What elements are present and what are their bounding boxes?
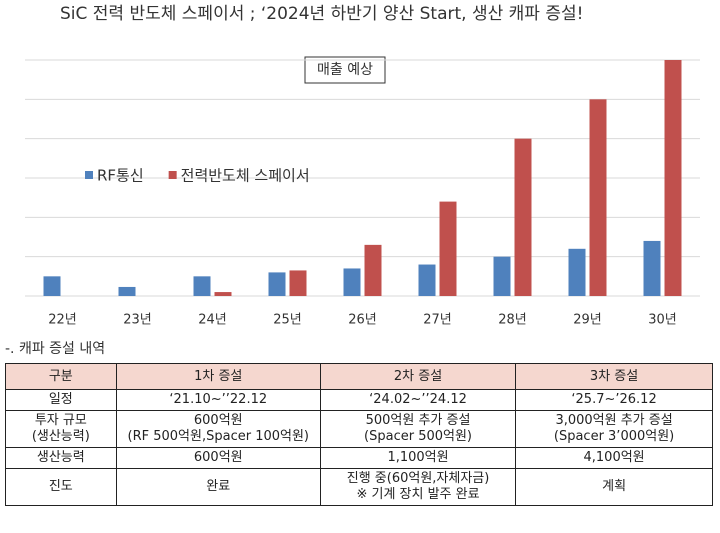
legend-label: 전력반도체 스페이서 — [181, 167, 310, 185]
table-row: 생산능력 600억원 1,100억원 4,100억원 — [5, 447, 713, 469]
header-cell: 2차 증설 — [319, 363, 517, 390]
table-row: 진도 완료 진행 중(60억원,자체자금) ※ 기계 장치 발주 완료 계획 — [5, 468, 713, 506]
legend-swatch — [85, 171, 93, 179]
bar — [418, 264, 436, 296]
table-cell: 생산능력 — [5, 447, 117, 469]
x-tick-label: 25년 — [273, 313, 302, 328]
header-cell: 3차 증설 — [515, 363, 713, 390]
x-tick-label: 24년 — [198, 313, 227, 328]
table-cell: 600억원 — [115, 447, 321, 469]
bar — [268, 272, 286, 296]
x-tick-label: 30년 — [648, 313, 677, 328]
table-cell: 600억원 (RF 500억원,Spacer 100억원) — [115, 410, 321, 448]
table-row: 투자 규모 (생산능력) 600억원 (RF 500억원,Spacer 100억원… — [5, 410, 713, 448]
bar — [193, 276, 211, 296]
annotation-box — [304, 56, 386, 84]
table-cell: ‘25.7~’26.12 — [515, 389, 713, 411]
x-tick-label: 27년 — [423, 313, 452, 328]
bar — [664, 60, 682, 296]
bar — [364, 244, 382, 296]
bar — [589, 99, 607, 296]
annotation: 매출 예상 — [317, 62, 373, 78]
bar — [289, 270, 307, 296]
header-cell: 1차 증설 — [115, 363, 321, 390]
x-tick-label: 22년 — [48, 313, 77, 328]
table-cell: 일정 — [5, 389, 117, 411]
capa-table: 구분 1차 증설 2차 증설 3차 증설 일정 ‘21.10~’’22.12 ‘24.02~… — [5, 363, 713, 506]
table-cell: 1,100억원 — [319, 447, 517, 469]
table-cell: ‘24.02~’’24.12 — [319, 389, 517, 411]
bar — [568, 248, 586, 296]
table-cell: 진행 중(60억원,자체자금) ※ 기계 장치 발주 완료 — [319, 468, 517, 506]
bar — [43, 276, 61, 296]
bar — [343, 268, 361, 296]
bar — [514, 138, 532, 296]
x-tick-label: 26년 — [348, 313, 377, 328]
table-row: 일정 ‘21.10~’’22.12 ‘24.02~’’24.12 ‘25.7~’26.… — [5, 389, 713, 411]
bar — [118, 286, 136, 296]
bar — [643, 240, 661, 296]
table-cell: 500억원 추가 증설 (Spacer 500억원) — [319, 410, 517, 448]
bar — [214, 292, 232, 296]
bar — [493, 256, 511, 296]
chart: SiC 전력 반도체 스페이서 ; ‘2024년 하반기 양산 Start, 생… — [25, 4, 700, 328]
table-caption: -. 캐파 증설 내역 — [5, 341, 106, 357]
x-tick-label: 28년 — [498, 313, 527, 328]
table-cell: 3,000억원 추가 증설 (Spacer 3’000억원) — [515, 410, 713, 448]
legend-swatch — [168, 171, 177, 179]
table-cell: 완료 — [115, 468, 321, 506]
table-cell: ‘21.10~’’22.12 — [115, 389, 321, 411]
table-cell: 4,100억원 — [515, 447, 713, 469]
table-cell: 진도 — [5, 468, 117, 506]
table-cell: 투자 규모 (생산능력) — [5, 410, 117, 448]
x-tick-label: 29년 — [573, 313, 602, 328]
legend-label: RF통신 — [97, 167, 144, 185]
header-cell: 구분 — [5, 363, 117, 390]
chart-title: SiC 전력 반도체 스페이서 ; ‘2024년 하반기 양산 Start, 생… — [60, 4, 583, 24]
x-tick-label: 23년 — [123, 313, 152, 328]
bar — [439, 201, 457, 296]
table-cell: 계획 — [515, 468, 713, 506]
